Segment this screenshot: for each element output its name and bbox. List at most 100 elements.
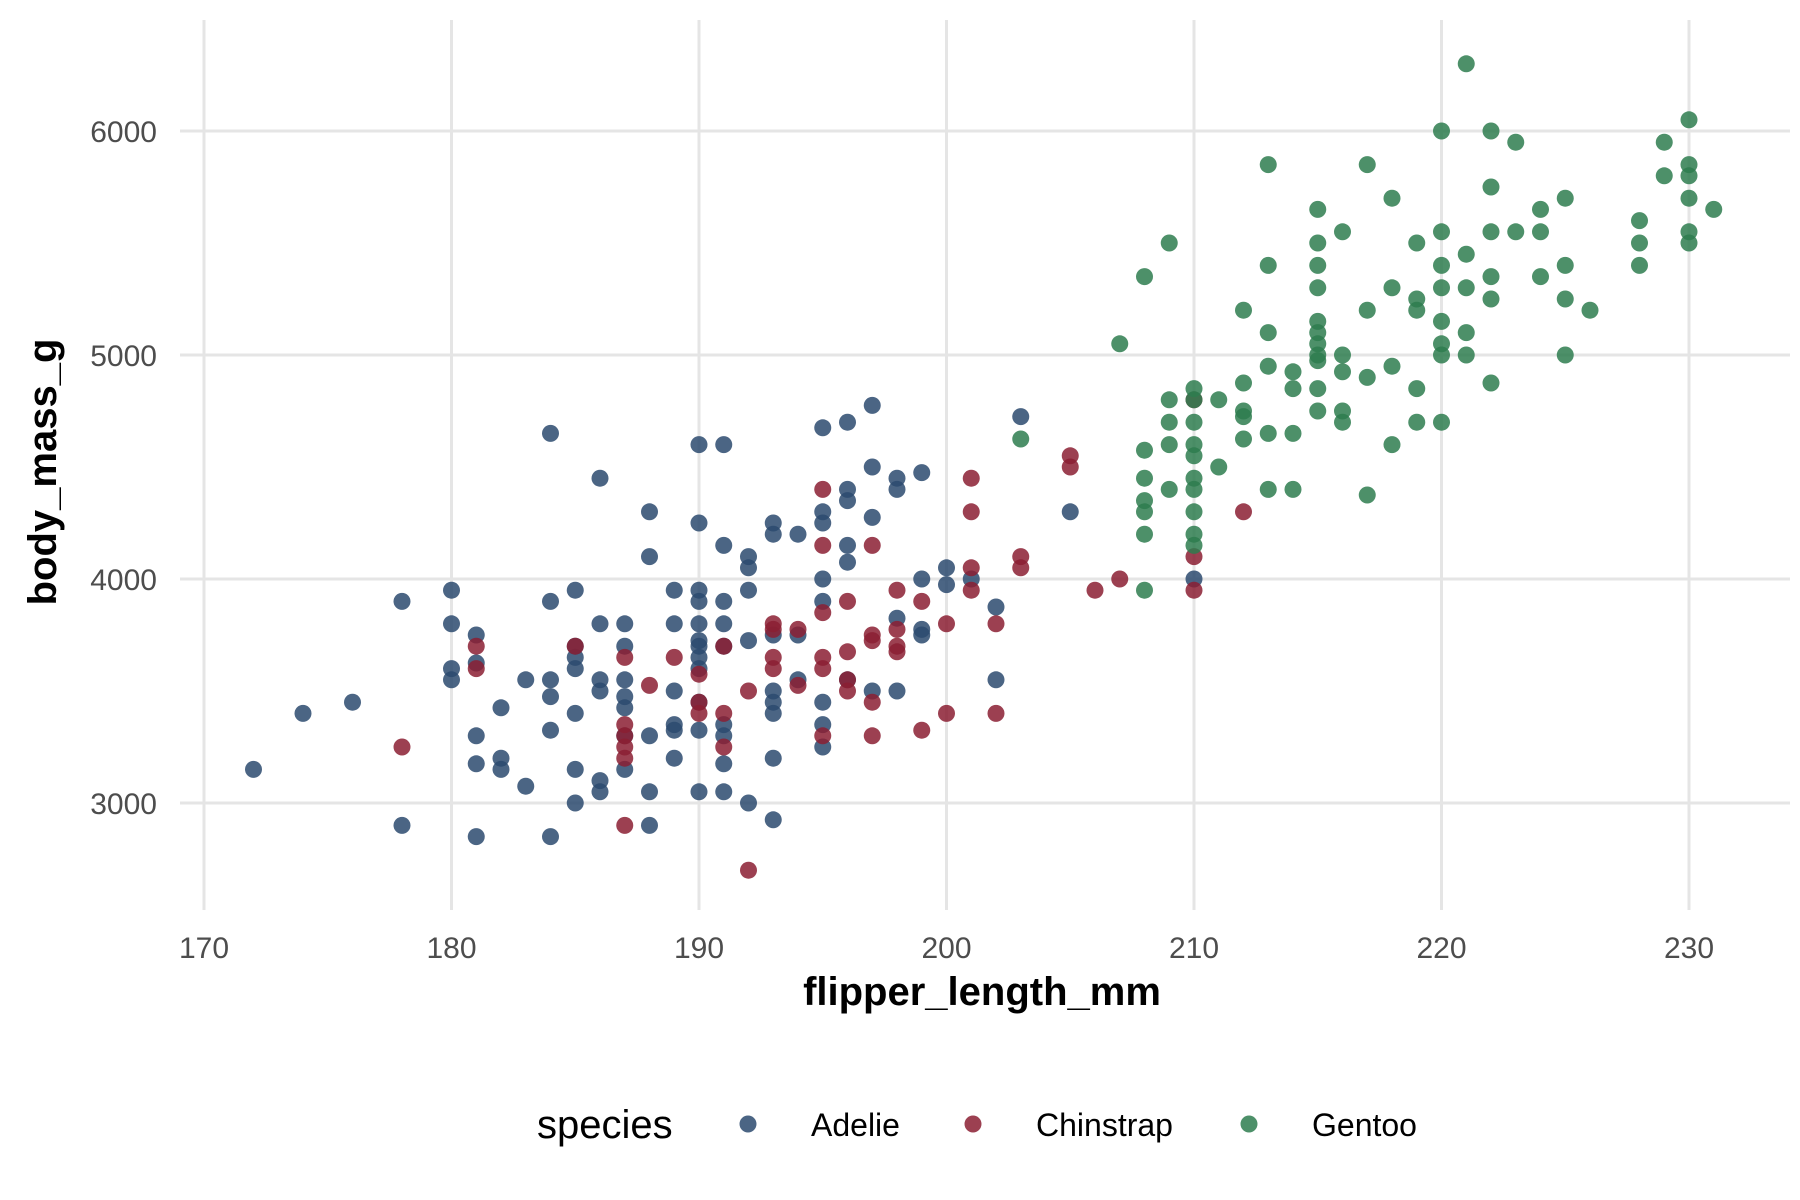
data-point — [690, 436, 708, 454]
data-point — [814, 419, 832, 437]
data-point — [962, 469, 980, 487]
data-point — [1259, 424, 1277, 442]
data-point — [814, 514, 832, 532]
data-point — [839, 492, 856, 510]
data-point — [938, 559, 955, 577]
data-point — [1408, 301, 1426, 319]
data-point — [1532, 268, 1549, 286]
series-adelie — [245, 396, 1203, 846]
data-point — [393, 816, 411, 834]
data-point — [715, 436, 733, 454]
data-point — [789, 676, 807, 694]
data-point — [443, 671, 460, 689]
data-point — [863, 727, 881, 745]
data-point — [665, 648, 683, 666]
data-point — [467, 755, 485, 773]
data-point — [616, 648, 634, 666]
data-point — [467, 727, 485, 745]
data-point — [245, 760, 262, 778]
data-point — [1482, 374, 1500, 392]
data-point — [1284, 424, 1302, 442]
data-point — [888, 682, 906, 700]
data-point — [1210, 391, 1228, 409]
data-point — [1581, 301, 1599, 319]
data-point — [517, 671, 535, 689]
data-point — [1111, 570, 1129, 588]
data-point — [1383, 436, 1401, 454]
data-point — [1111, 335, 1129, 353]
data-point — [1383, 189, 1401, 207]
data-point — [1457, 55, 1475, 73]
data-point — [913, 721, 931, 739]
data-point — [542, 688, 559, 706]
data-point — [1160, 480, 1178, 498]
data-point — [1086, 581, 1104, 599]
data-point — [665, 581, 683, 599]
data-point — [715, 783, 733, 801]
data-point — [715, 637, 733, 655]
data-point — [1556, 189, 1574, 207]
data-point — [1235, 430, 1252, 448]
data-point — [1705, 200, 1723, 218]
data-point — [1309, 279, 1327, 297]
data-point — [1433, 312, 1450, 330]
data-point — [863, 458, 881, 476]
data-point — [1235, 374, 1252, 392]
data-point — [1507, 133, 1525, 151]
data-point — [1383, 357, 1401, 375]
data-point — [1457, 346, 1475, 364]
data-point — [542, 828, 559, 846]
legend-key-gentoo — [1240, 1115, 1258, 1133]
data-point — [715, 755, 733, 773]
legend-key-chinstrap — [964, 1115, 982, 1133]
data-point — [1235, 408, 1252, 426]
data-point — [962, 559, 980, 577]
data-point — [1556, 290, 1574, 308]
data-point — [1457, 324, 1475, 342]
data-point — [1061, 503, 1079, 521]
data-point — [1012, 559, 1030, 577]
data-point — [566, 581, 584, 599]
data-point — [1235, 503, 1252, 521]
data-point — [591, 469, 609, 487]
data-point — [1383, 279, 1401, 297]
data-point — [740, 861, 757, 879]
data-point — [542, 671, 559, 689]
data-point — [1631, 256, 1648, 274]
data-point — [814, 660, 832, 678]
data-point — [665, 721, 683, 739]
x-tick-label: 220 — [1416, 932, 1466, 965]
data-point — [814, 693, 832, 711]
y-tick-label: 5000 — [90, 340, 157, 373]
data-point — [740, 632, 757, 650]
data-point — [1185, 391, 1203, 409]
data-point — [616, 749, 634, 767]
data-point — [1482, 223, 1500, 241]
data-point — [690, 592, 708, 610]
data-point — [938, 704, 955, 722]
data-point — [1160, 391, 1178, 409]
data-point — [492, 699, 510, 717]
data-point — [863, 536, 881, 554]
data-point — [839, 553, 856, 571]
data-point — [740, 559, 757, 577]
data-point — [1433, 122, 1450, 140]
legend: species Adelie Chinstrap Gentoo — [537, 1103, 1417, 1147]
data-point — [888, 620, 906, 638]
x-tick-label: 190 — [674, 932, 724, 965]
data-point — [1309, 402, 1327, 420]
data-point — [1012, 408, 1030, 426]
data-point — [1185, 447, 1203, 465]
data-point — [814, 536, 832, 554]
data-point — [690, 704, 708, 722]
data-point — [467, 660, 485, 678]
data-point — [913, 626, 931, 644]
data-point — [839, 413, 856, 431]
data-point — [1235, 301, 1252, 319]
data-point — [1210, 458, 1228, 476]
data-point — [641, 783, 658, 801]
data-point — [1160, 436, 1178, 454]
data-point — [814, 570, 832, 588]
data-point — [789, 620, 807, 638]
